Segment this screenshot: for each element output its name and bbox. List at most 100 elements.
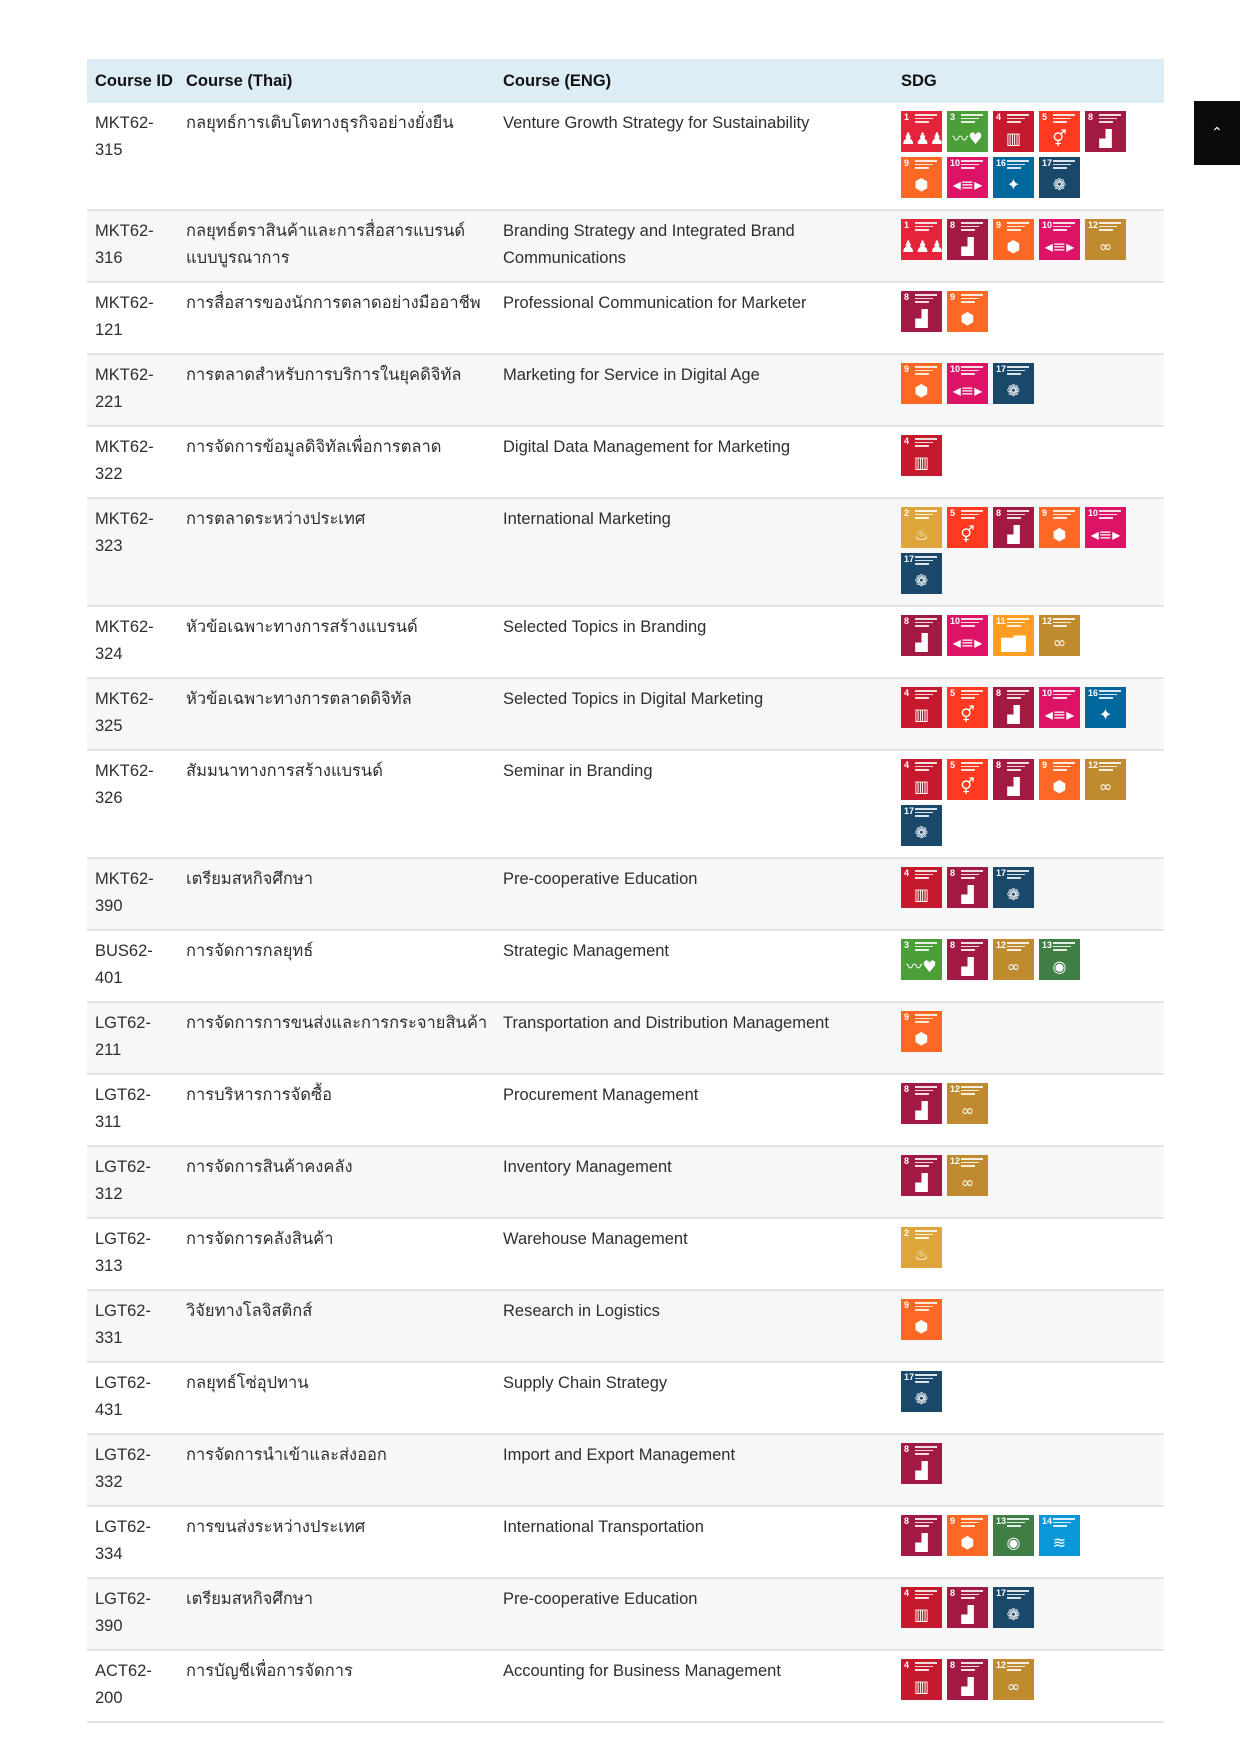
industry-innovation-icon: 9 ⬢ (1039, 759, 1080, 800)
sdg-icon-list: 1 ♟♟♟ 8 ▟ 9 ⬢ 10 ◂≡▸ 12 ∞ (901, 219, 1137, 265)
sdg-glyph: ▟ (915, 1173, 928, 1192)
sdg-number: 12 (996, 1660, 1007, 1670)
course-thai-cell: กลยุทธ์การเติบโตทางธุรกิจอย่างยั่งยืน (178, 103, 495, 211)
table-row: MKT62-221 การตลาดสำหรับการบริการในยุคดิจิ… (87, 354, 1164, 427)
sdg-cell: 8 ▟ 12 ∞ (893, 1146, 1164, 1219)
sdg-glyph: ▆▇ (1001, 633, 1026, 652)
course-id-cell: LGT62-311 (87, 1074, 178, 1147)
sdg-icon-list: 4 ▥ 8 ▟ 17 ❁ (901, 867, 1137, 913)
course-thai-cell: การบัญชีเพื่อการจัดการ (178, 1650, 495, 1723)
decent-work-icon: 8 ▟ (947, 1659, 988, 1700)
course-eng-cell: Import and Export Management (495, 1434, 893, 1507)
sdg-cell: 2 ♨ 5 ⚥ 8 ▟ 9 ⬢ 10 ◂≡▸ 17 ❁ (893, 498, 1164, 607)
sdg-glyph: ⬢ (914, 1029, 929, 1048)
sdg-number: 10 (950, 158, 961, 168)
chevron-up-icon: ⌃ (1211, 125, 1223, 141)
course-id-cell: LGT62-211 (87, 1002, 178, 1075)
quality-education-icon: 4 ▥ (901, 435, 942, 476)
sdg-number: 5 (950, 760, 956, 770)
sdg-glyph: ♨ (914, 1245, 929, 1264)
industry-innovation-icon: 9 ⬢ (947, 291, 988, 332)
sdg-glyph: ♟♟♟ (901, 129, 942, 148)
sdg-caption-lines (1053, 222, 1075, 233)
sdg-cell: 3 〰♥ 8 ▟ 12 ∞ 13 ◉ (893, 930, 1164, 1003)
table-row: MKT62-316 กลยุทธ์ตราสินค้าและการสื่อสารแบ… (87, 210, 1164, 283)
sdg-glyph: ▟ (1007, 777, 1020, 796)
sdg-caption-lines (915, 160, 937, 171)
sdg-caption-lines (1007, 1518, 1029, 1529)
course-thai-cell: สัมมนาทางการสร้างแบรนด์ (178, 750, 495, 859)
sdg-number: 4 (904, 688, 910, 698)
sdg-glyph: ❁ (1006, 1605, 1021, 1624)
sdg-number: 1 (904, 220, 910, 230)
sdg-caption-lines (961, 294, 983, 305)
responsible-consumption-icon: 12 ∞ (993, 1659, 1034, 1700)
sdg-number: 8 (904, 1156, 910, 1166)
gender-equality-icon: 5 ⚥ (947, 687, 988, 728)
gender-equality-icon: 5 ⚥ (947, 507, 988, 548)
sdg-cell: 8 ▟ 9 ⬢ 13 ◉ 14 ≋ (893, 1506, 1164, 1579)
sdg-icon-list: 17 ❁ (901, 1371, 1137, 1417)
peace-justice-icon: 16 ✦ (1085, 687, 1126, 728)
course-id-cell: MKT62-221 (87, 354, 178, 427)
sdg-number: 12 (950, 1084, 961, 1094)
industry-innovation-icon: 9 ⬢ (901, 363, 942, 404)
sdg-number: 8 (904, 292, 910, 302)
sdg-icon-list: 9 ⬢ (901, 1299, 1137, 1345)
sdg-glyph: ❁ (1006, 885, 1021, 904)
sdg-caption-lines (961, 1086, 983, 1097)
sdg-caption-lines (1099, 762, 1121, 773)
sdg-number: 4 (904, 760, 910, 770)
sdg-caption-lines (1007, 114, 1029, 125)
responsible-consumption-icon: 12 ∞ (947, 1083, 988, 1124)
sdg-cell: 8 ▟ 9 ⬢ (893, 282, 1164, 355)
table-row: LGT62-311 การบริหารการจัดซื้อ Procurement … (87, 1074, 1164, 1147)
header-course-eng: Course (ENG) (495, 59, 893, 103)
sdg-number: 8 (950, 1660, 956, 1670)
decent-work-icon: 8 ▟ (901, 1443, 942, 1484)
sdg-cell: 4 ▥ (893, 426, 1164, 499)
sdg-number: 13 (1042, 940, 1053, 950)
sdg-caption-lines (915, 808, 937, 819)
table-row: MKT62-324 หัวข้อเฉพาะทางการสร้างแบรนด์ Sel… (87, 606, 1164, 679)
course-id-cell: LGT62-313 (87, 1218, 178, 1291)
course-id-cell: MKT62-390 (87, 858, 178, 931)
industry-innovation-icon: 9 ⬢ (993, 219, 1034, 260)
sdg-number: 8 (904, 1084, 910, 1094)
sdg-glyph: ∞ (1052, 633, 1067, 652)
partnerships-icon: 17 ❁ (993, 363, 1034, 404)
course-eng-cell: Supply Chain Strategy (495, 1362, 893, 1435)
sdg-glyph: ❁ (914, 823, 929, 842)
sdg-number: 11 (996, 616, 1006, 626)
sdg-number: 12 (996, 940, 1007, 950)
course-eng-cell: Research in Logistics (495, 1290, 893, 1363)
sdg-glyph: ▟ (961, 1605, 974, 1624)
sdg-glyph: ▥ (1005, 129, 1022, 148)
sdg-number: 9 (996, 220, 1002, 230)
course-thai-cell: การขนส่งระหว่างประเทศ (178, 1506, 495, 1579)
sdg-caption-lines (915, 1374, 937, 1385)
life-below-water-icon: 14 ≋ (1039, 1515, 1080, 1556)
sdg-glyph: ▟ (1099, 129, 1112, 148)
sdg-cell: 4 ▥ 5 ⚥ 8 ▟ 9 ⬢ 12 ∞ 17 ❁ (893, 750, 1164, 859)
sdg-icon-list: 4 ▥ (901, 435, 1137, 481)
course-thai-cell: เตรียมสหกิจศึกษา (178, 858, 495, 931)
sdg-number: 9 (950, 292, 956, 302)
sdg-number: 4 (996, 112, 1002, 122)
sdg-caption-lines (915, 690, 937, 701)
sdg-caption-lines (915, 510, 937, 521)
sdg-glyph: ⬢ (1052, 777, 1067, 796)
scroll-to-top-button[interactable]: ⌃ (1194, 101, 1240, 165)
sustainable-cities-icon: 11 ▆▇ (993, 615, 1034, 656)
sdg-number: 17 (904, 1372, 915, 1382)
table-row: LGT62-313 การจัดการคลังสินค้า Warehouse Ma… (87, 1218, 1164, 1291)
sdg-number: 17 (1042, 158, 1053, 168)
sdg-caption-lines (915, 294, 937, 305)
sdg-glyph: ▟ (961, 237, 974, 256)
sdg-icon-list: 4 ▥ 5 ⚥ 8 ▟ 10 ◂≡▸ 16 ✦ (901, 687, 1137, 733)
zero-hunger-icon: 2 ♨ (901, 507, 942, 548)
decent-work-icon: 8 ▟ (1085, 111, 1126, 152)
sdg-icon-list: 4 ▥ 5 ⚥ 8 ▟ 9 ⬢ 12 ∞ 17 ❁ (901, 759, 1137, 851)
course-thai-cell: การจัดการข้อมูลดิจิทัลเพื่อการตลาด (178, 426, 495, 499)
sdg-caption-lines (961, 618, 983, 629)
